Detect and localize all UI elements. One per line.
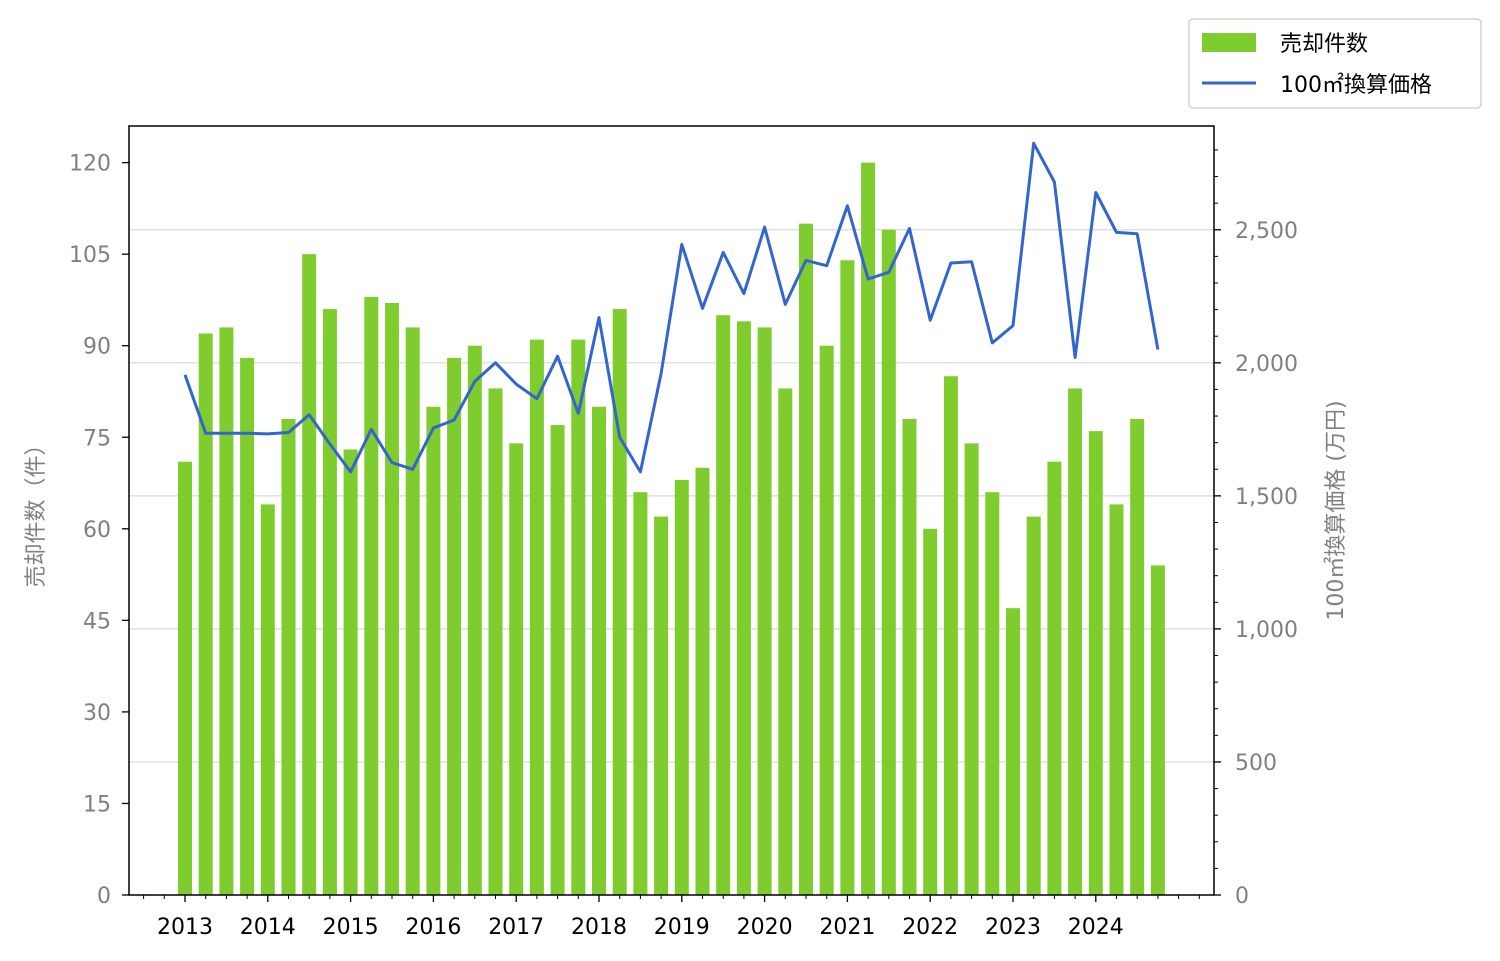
x-tick-label: 2014 [240, 915, 296, 940]
bar [302, 254, 317, 895]
bar [219, 327, 234, 895]
bar [1109, 504, 1124, 895]
right-tick-label: 1,500 [1235, 485, 1298, 510]
x-tick-label: 2020 [737, 915, 793, 940]
legend-box [1188, 18, 1482, 109]
bar [1068, 388, 1083, 895]
bar [550, 425, 565, 895]
axes [128, 125, 1215, 896]
bar [881, 229, 896, 895]
x-tick-label: 2022 [902, 915, 958, 940]
bar [260, 504, 275, 895]
bar [861, 162, 876, 896]
bar [509, 443, 524, 895]
bar [385, 302, 399, 895]
x-tick-label: 2015 [323, 915, 379, 940]
bar [674, 479, 689, 895]
bar [778, 388, 793, 895]
bar [964, 443, 979, 895]
left-tick-label: 45 [83, 609, 111, 634]
right-tick-label: 1,000 [1235, 618, 1298, 643]
legend-label-line: 100㎡換算価格 [1280, 72, 1432, 98]
bar [529, 339, 544, 896]
x-tick-label: 2024 [1068, 915, 1124, 940]
left-tick-label: 90 [83, 335, 111, 360]
legend[interactable]: 売却件数 100㎡換算価格 [1188, 18, 1482, 109]
bar [1088, 431, 1103, 895]
right-tick-label: 500 [1235, 751, 1277, 776]
x-tick-label: 2013 [157, 915, 213, 940]
bar [1006, 608, 1020, 895]
right-tick-label: 0 [1235, 884, 1249, 909]
bar [240, 357, 255, 895]
bar [426, 406, 441, 895]
bar [1130, 418, 1145, 895]
ticks: 0 15 30 45 60 75 90 105 120 0 500 1,000 1,500 2,000 2,… [69, 149, 1298, 940]
x-tick-label: 2017 [488, 915, 544, 940]
bar [1150, 565, 1165, 895]
bar [488, 388, 503, 895]
bar [902, 418, 917, 895]
right-tick-label: 2,500 [1235, 219, 1298, 244]
bar [819, 345, 834, 895]
bar [840, 260, 855, 895]
bar [198, 333, 213, 895]
left-tick-label: 75 [83, 426, 111, 451]
bar [447, 357, 462, 895]
plot-frame [128, 125, 1215, 896]
bar [654, 516, 669, 895]
bar [695, 467, 710, 895]
right-tick-label: 2,000 [1235, 352, 1298, 377]
legend-label-bar: 売却件数 [1280, 32, 1368, 57]
x-tick-label: 2021 [819, 915, 875, 940]
bar [985, 492, 1000, 895]
x-tick-label: 2023 [985, 915, 1041, 940]
bar [405, 327, 420, 895]
left-tick-label: 30 [83, 701, 111, 726]
line-series [183, 141, 1160, 474]
bar [571, 339, 586, 896]
y-axis-label: 売却件数（件） [24, 433, 49, 587]
bar [923, 528, 938, 895]
bar [612, 309, 627, 896]
y2-axis-label: 100㎡換算価格 (万円) [1323, 400, 1349, 620]
price-line [183, 141, 1160, 474]
bar [716, 315, 731, 895]
bar [943, 376, 958, 895]
bar [1047, 461, 1062, 895]
bar [281, 418, 296, 895]
bar [736, 321, 751, 895]
bar [178, 461, 192, 895]
left-tick-label: 60 [83, 518, 111, 543]
bar [322, 309, 337, 896]
bar [757, 327, 772, 895]
bars [178, 162, 1165, 896]
bar [633, 492, 648, 895]
bar [592, 406, 606, 895]
bar [467, 345, 482, 895]
left-tick-label: 15 [83, 792, 111, 817]
left-tick-label: 0 [97, 884, 111, 909]
bar [799, 223, 813, 896]
bar [343, 449, 358, 895]
axis-labels: 売却件数（件） 100㎡換算価格 (万円) [24, 400, 1349, 620]
x-tick-label: 2018 [571, 915, 627, 940]
x-tick-label: 2016 [405, 915, 461, 940]
left-tick-label: 120 [69, 152, 111, 177]
x-tick-label: 2019 [654, 915, 710, 940]
left-tick-label: 105 [69, 243, 111, 268]
bar [364, 296, 379, 895]
bar [1026, 516, 1041, 895]
legend-swatch-bar [1202, 33, 1256, 52]
